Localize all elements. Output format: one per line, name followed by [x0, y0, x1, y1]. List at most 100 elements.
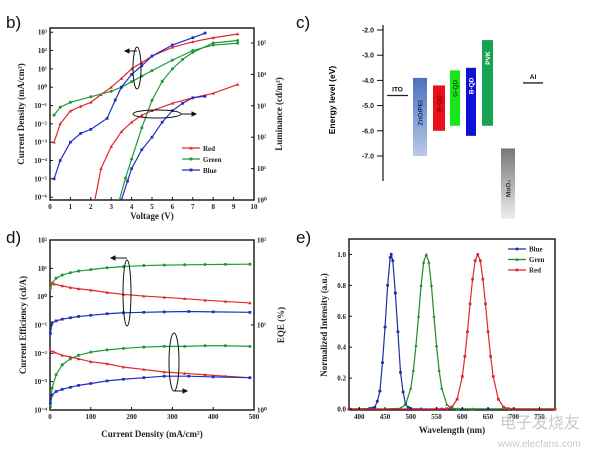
marker-triangle: [440, 386, 444, 390]
e-x-tick-label: 750: [534, 413, 545, 421]
b-x-tick-label: 0: [48, 203, 52, 211]
e-x-tick-label: 650: [483, 413, 494, 421]
marker-square: [471, 277, 474, 281]
marker-triangle: [89, 360, 93, 364]
marker-circle: [60, 273, 64, 277]
marker-triangle: [470, 407, 475, 411]
d-series-blue-right: [49, 374, 252, 405]
series-line: [53, 32, 206, 180]
marker-circle: [58, 105, 62, 109]
marker-triangle: [89, 100, 93, 104]
marker-circle: [50, 386, 54, 390]
d-series-green-right: [48, 344, 252, 409]
marker-circle: [383, 325, 387, 329]
marker-square: [122, 377, 125, 381]
marker-circle: [236, 41, 240, 45]
marker-circle: [248, 344, 252, 348]
marker-circle: [389, 252, 393, 256]
marker-triangle: [142, 294, 146, 298]
marker-square: [69, 385, 72, 389]
e-x-tick-label: 500: [406, 413, 417, 421]
marker-triangle: [109, 144, 113, 149]
marker-triangle: [182, 296, 187, 301]
b-y-right-tick-label: 10⁵: [257, 39, 266, 47]
marker-triangle: [427, 260, 431, 264]
energy-bar-rqd: [433, 85, 445, 131]
marker-triangle: [170, 45, 175, 49]
e-y-tick-label: 0.0: [337, 406, 346, 414]
b-y-right-tick-label: 10⁰: [257, 197, 267, 205]
arrow-left-icon: [109, 255, 127, 261]
marker-square: [89, 313, 93, 317]
series-line: [349, 252, 555, 410]
marker-circle: [150, 98, 154, 102]
panel-label-d: d): [6, 228, 21, 247]
d-series-red: [48, 281, 252, 305]
marker-circle: [52, 113, 56, 117]
arrow-right-icon: [174, 388, 189, 394]
marker-triangle: [76, 357, 81, 361]
d-x-tick-label: 0: [48, 413, 52, 421]
marker-square: [203, 31, 207, 35]
marker-square: [140, 64, 144, 68]
energy-bar-label: B-QD: [469, 77, 476, 94]
marker-square: [187, 310, 191, 313]
marker-square: [489, 355, 492, 358]
b-x-tick-label: 5: [150, 203, 154, 211]
c-y-tick-label: -4.0: [362, 78, 374, 85]
marker-triangle: [142, 367, 146, 371]
marker-triangle: [68, 109, 73, 113]
b-x-tick-label: 8: [211, 203, 215, 211]
series-line: [118, 39, 238, 200]
e-x-tick-label: 700: [509, 413, 520, 421]
marker-square: [484, 302, 487, 306]
marker-circle: [191, 50, 195, 54]
marker-square: [181, 101, 184, 105]
marker-square: [171, 43, 174, 47]
marker-circle: [130, 80, 134, 84]
marker-circle: [60, 363, 64, 367]
marker-triangle: [93, 198, 96, 200]
watermark-logo: 电子发烧友: [500, 414, 580, 432]
marker-triangle: [121, 365, 126, 369]
marker-square: [486, 330, 490, 334]
b-series-red-right: [93, 82, 240, 200]
marker-square: [189, 168, 193, 172]
marker-circle: [189, 157, 193, 161]
marker-circle: [109, 89, 113, 93]
marker-triangle: [182, 371, 187, 375]
e-x-tick-label: 550: [431, 413, 442, 421]
marker-circle: [388, 256, 392, 260]
e-x-tick-label: 600: [457, 413, 468, 421]
marker-square: [130, 73, 133, 76]
marker-triangle: [515, 257, 519, 261]
marker-square: [142, 310, 146, 314]
marker-square: [515, 268, 519, 272]
marker-triangle: [119, 129, 124, 134]
e-x-axis-label: Wavelength (nm): [419, 425, 485, 435]
marker-square: [455, 397, 459, 401]
b-y-right-tick-label: 10²: [257, 134, 266, 142]
annotation-ellipse-right: [132, 109, 182, 119]
marker-triangle: [99, 166, 103, 170]
b-y-tick-label: 10¹: [38, 65, 47, 73]
marker-triangle: [162, 370, 166, 374]
b-series-blue: [52, 31, 207, 181]
marker-circle: [121, 346, 125, 350]
marker-circle: [396, 330, 400, 334]
marker-square: [187, 374, 191, 378]
marker-square: [52, 177, 56, 181]
panel-label-b: b): [6, 13, 21, 32]
marker-triangle: [203, 298, 207, 302]
energy-bar-moo: [501, 148, 515, 219]
d-x-tick-label: 500: [249, 413, 260, 421]
marker-triangle: [403, 402, 408, 406]
d-y-tick-label: 10⁻³: [34, 378, 47, 386]
c-y-tick-label: -6.0: [362, 128, 374, 135]
marker-square: [142, 376, 146, 380]
d-series-blue: [49, 310, 252, 335]
annotation-ellipse-right: [168, 332, 180, 392]
series-line: [49, 375, 250, 404]
energy-bar-label: R-QD: [437, 95, 444, 112]
